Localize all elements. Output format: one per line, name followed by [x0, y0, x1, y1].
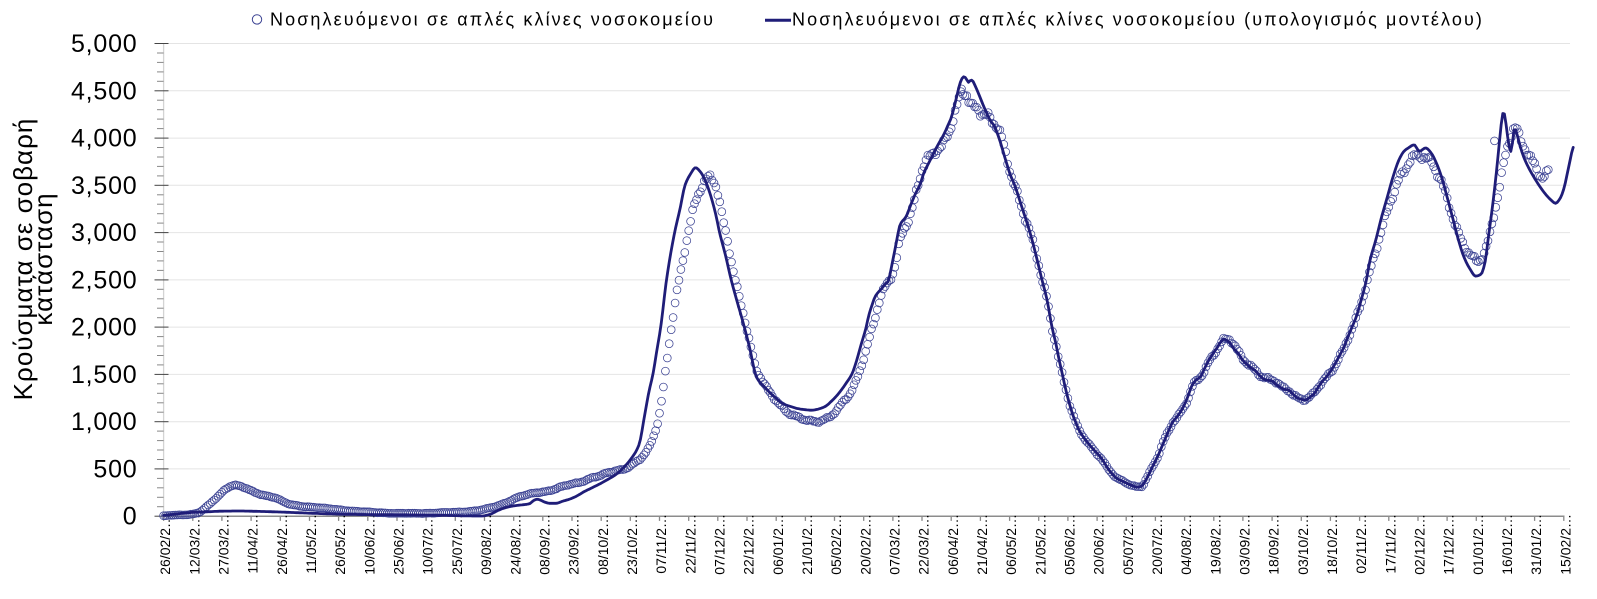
svg-text:17/12/2…: 17/12/2…: [1441, 514, 1457, 575]
svg-text:20/06/2…: 20/06/2…: [1091, 514, 1107, 575]
svg-text:07/12/2…: 07/12/2…: [711, 514, 727, 575]
svg-text:500: 500: [93, 455, 137, 483]
svg-text:06/05/2…: 06/05/2…: [1003, 514, 1019, 575]
svg-text:03/10/2…: 03/10/2…: [1295, 514, 1311, 575]
svg-text:26/04/2…: 26/04/2…: [274, 514, 290, 575]
svg-text:23/10/2…: 23/10/2…: [624, 514, 640, 575]
svg-text:17/11/2…: 17/11/2…: [1382, 514, 1398, 574]
svg-text:08/10/2…: 08/10/2…: [595, 514, 611, 575]
svg-text:22/11/2…: 22/11/2…: [682, 514, 698, 574]
svg-text:26/02/2…: 26/02/2…: [157, 514, 173, 575]
svg-text:09/08/2…: 09/08/2…: [478, 514, 494, 575]
svg-text:07/11/2…: 07/11/2…: [653, 514, 669, 574]
svg-text:06/01/2…: 06/01/2…: [770, 514, 786, 575]
svg-text:Κρούσματα σε σοβαρή: Κρούσματα σε σοβαρή: [8, 118, 38, 401]
svg-text:27/03/2…: 27/03/2…: [216, 514, 232, 575]
svg-text:22/12/2…: 22/12/2…: [741, 514, 757, 575]
svg-text:2,500: 2,500: [71, 266, 138, 294]
svg-text:01/01/2…: 01/01/2…: [1470, 514, 1486, 575]
svg-text:05/06/2…: 05/06/2…: [1062, 514, 1078, 575]
svg-text:11/04/2…: 11/04/2…: [245, 514, 261, 574]
svg-text:02/12/2…: 02/12/2…: [1412, 514, 1428, 575]
svg-text:16/01/2…: 16/01/2…: [1499, 514, 1515, 575]
svg-text:24/08/2…: 24/08/2…: [507, 514, 523, 575]
svg-text:21/04/2…: 21/04/2…: [974, 514, 990, 575]
svg-text:31/01/2…: 31/01/2…: [1528, 514, 1544, 575]
svg-text:04/08/2…: 04/08/2…: [1178, 514, 1194, 575]
svg-text:23/09/2…: 23/09/2…: [566, 514, 582, 575]
svg-text:19/08/2…: 19/08/2…: [1207, 514, 1223, 575]
svg-text:21/01/2…: 21/01/2…: [799, 514, 815, 575]
svg-text:4,000: 4,000: [71, 125, 138, 153]
svg-text:κατάσταση: κατάσταση: [28, 192, 58, 325]
svg-text:02/11/2…: 02/11/2…: [1353, 514, 1369, 574]
svg-text:3,500: 3,500: [71, 172, 138, 200]
svg-text:15/02/2…: 15/02/2…: [1557, 514, 1573, 575]
svg-text:4,500: 4,500: [71, 77, 138, 105]
svg-text:5,000: 5,000: [71, 30, 138, 58]
svg-text:11/05/2…: 11/05/2…: [303, 514, 319, 574]
svg-text:25/07/2…: 25/07/2…: [449, 514, 465, 575]
svg-text:20/07/2…: 20/07/2…: [1149, 514, 1165, 575]
svg-text:10/07/2…: 10/07/2…: [420, 514, 436, 575]
svg-text:06/04/2…: 06/04/2…: [945, 514, 961, 575]
svg-text:03/09/2…: 03/09/2…: [1237, 514, 1253, 575]
svg-text:12/03/2…: 12/03/2…: [186, 514, 202, 575]
svg-text:2,000: 2,000: [71, 314, 138, 342]
svg-text:18/09/2…: 18/09/2…: [1266, 514, 1282, 575]
svg-text:18/10/2…: 18/10/2…: [1324, 514, 1340, 575]
svg-text:20/02/2…: 20/02/2…: [857, 514, 873, 575]
svg-text:08/09/2…: 08/09/2…: [536, 514, 552, 575]
svg-text:Νοσηλευόμενοι σε απλές κλίνες: Νοσηλευόμενοι σε απλές κλίνες νοσοκομείο…: [270, 9, 715, 29]
svg-text:22/03/2…: 22/03/2…: [916, 514, 932, 575]
svg-text:26/05/2…: 26/05/2…: [332, 514, 348, 575]
svg-text:1,000: 1,000: [71, 408, 138, 436]
svg-text:3,000: 3,000: [71, 219, 138, 247]
svg-text:05/07/2…: 05/07/2…: [1120, 514, 1136, 575]
svg-text:07/03/2…: 07/03/2…: [887, 514, 903, 575]
svg-text:0: 0: [123, 503, 138, 531]
svg-text:25/06/2…: 25/06/2…: [391, 514, 407, 575]
svg-text:10/06/2…: 10/06/2…: [361, 514, 377, 575]
svg-text:05/02/2…: 05/02/2…: [828, 514, 844, 575]
svg-text:21/05/2…: 21/05/2…: [1032, 514, 1048, 575]
svg-text:1,500: 1,500: [71, 361, 138, 389]
svg-text:Νοσηλευόμενοι σε απλές κλίνες: Νοσηλευόμενοι σε απλές κλίνες νοσοκομείο…: [792, 9, 1484, 29]
